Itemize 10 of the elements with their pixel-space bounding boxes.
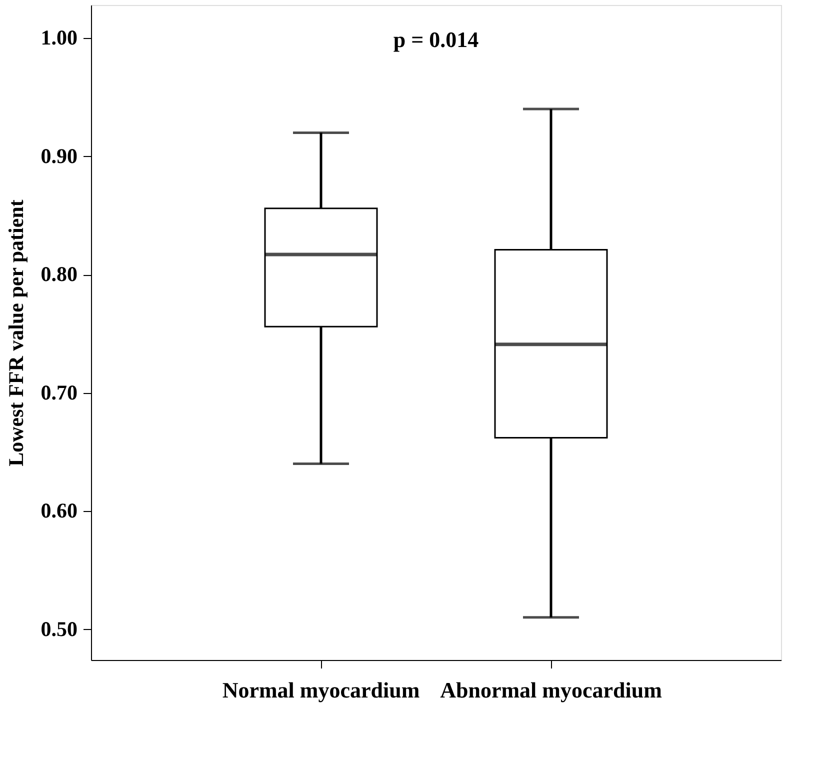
x-tick-label: Normal myocardium — [222, 678, 420, 702]
y-tick-label: 0.80 — [40, 262, 78, 286]
y-tick-label: 0.60 — [40, 498, 78, 523]
y-tick-label: 0.70 — [40, 380, 78, 404]
y-tick-label: 0.50 — [40, 616, 78, 641]
y-axis-title: Lowest FFR value per patient — [4, 200, 28, 466]
y-tick-label: 0.90 — [40, 144, 78, 168]
annotation: p = 0.014 — [393, 27, 479, 52]
y-tick-label: 1.00 — [40, 26, 78, 50]
x-tick-label: Abnormal myocardium — [440, 678, 662, 702]
